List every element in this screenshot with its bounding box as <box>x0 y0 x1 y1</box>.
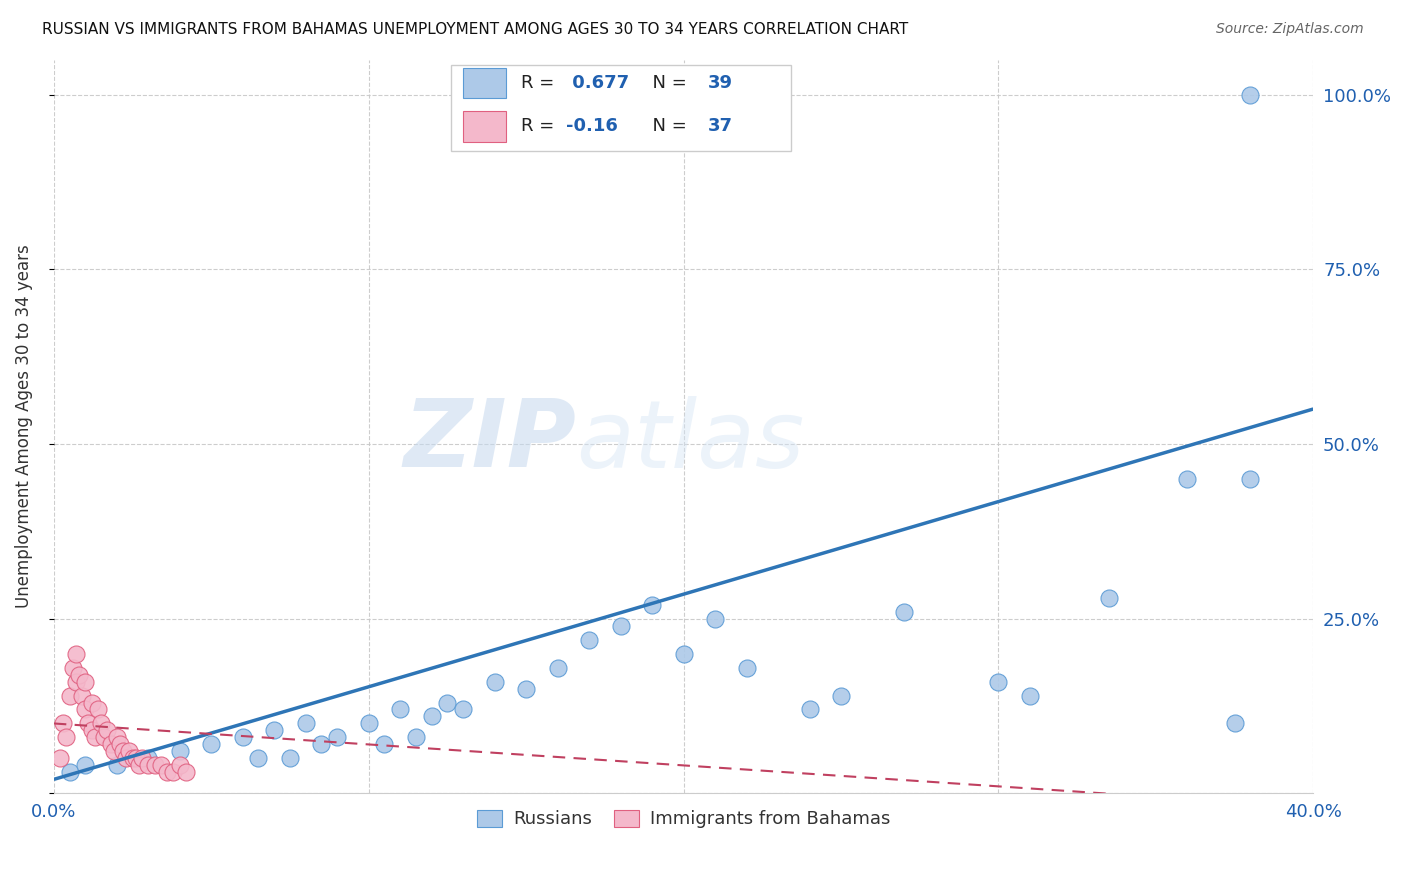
Point <box>1175 472 1198 486</box>
Point <box>128 758 150 772</box>
Point <box>609 618 631 632</box>
Point <box>121 751 143 765</box>
Point <box>115 751 138 765</box>
Point <box>799 702 821 716</box>
Point <box>389 702 412 716</box>
Point <box>641 598 664 612</box>
Point <box>373 738 395 752</box>
FancyBboxPatch shape <box>450 65 790 152</box>
Point <box>436 696 458 710</box>
Point <box>75 674 97 689</box>
Point <box>93 731 115 745</box>
Bar <box>463 68 506 98</box>
Point <box>515 681 537 696</box>
Point <box>451 702 474 716</box>
Text: 0.677: 0.677 <box>567 74 630 92</box>
Text: atlas: atlas <box>576 396 804 487</box>
Text: -0.16: -0.16 <box>567 118 619 136</box>
Point <box>278 751 301 765</box>
Point <box>578 632 600 647</box>
Text: N =: N = <box>641 74 692 92</box>
Point <box>1019 689 1042 703</box>
Point <box>136 758 159 772</box>
Point <box>420 709 443 723</box>
Point <box>136 751 159 765</box>
Point <box>405 731 427 745</box>
Point <box>105 758 128 772</box>
Point <box>987 674 1010 689</box>
Text: RUSSIAN VS IMMIGRANTS FROM BAHAMAS UNEMPLOYMENT AMONG AGES 30 TO 34 YEARS CORREL: RUSSIAN VS IMMIGRANTS FROM BAHAMAS UNEMP… <box>42 22 908 37</box>
Point <box>52 716 75 731</box>
Point <box>83 731 105 745</box>
Point <box>162 765 184 780</box>
Point <box>125 751 148 765</box>
Point <box>131 751 153 765</box>
Point <box>70 689 93 703</box>
Point <box>87 702 110 716</box>
Point <box>1223 716 1246 731</box>
Point <box>80 696 103 710</box>
Point <box>100 738 122 752</box>
Point <box>62 660 84 674</box>
Text: ZIP: ZIP <box>404 395 576 487</box>
Point <box>704 612 727 626</box>
Text: 37: 37 <box>707 118 733 136</box>
Point <box>247 751 270 765</box>
Point <box>75 702 97 716</box>
Point <box>118 744 141 758</box>
Point <box>169 744 191 758</box>
Text: R =: R = <box>522 74 560 92</box>
Legend: Russians, Immigrants from Bahamas: Russians, Immigrants from Bahamas <box>470 803 897 836</box>
Point <box>326 731 349 745</box>
Point <box>263 723 285 738</box>
Point <box>149 758 172 772</box>
Point <box>80 723 103 738</box>
Point <box>58 765 80 780</box>
Point <box>103 744 125 758</box>
Point <box>232 731 254 745</box>
Text: R =: R = <box>522 118 560 136</box>
Point <box>55 731 77 745</box>
Point <box>77 716 100 731</box>
Point <box>96 723 118 738</box>
Point <box>1239 87 1261 102</box>
Point <box>108 738 131 752</box>
Y-axis label: Unemployment Among Ages 30 to 34 years: Unemployment Among Ages 30 to 34 years <box>15 244 32 608</box>
Point <box>169 758 191 772</box>
Point <box>294 716 316 731</box>
Point <box>156 765 179 780</box>
Point <box>90 716 112 731</box>
Point <box>67 667 90 681</box>
Point <box>65 647 87 661</box>
Point <box>200 738 222 752</box>
Bar <box>463 111 506 142</box>
Point <box>547 660 569 674</box>
Point <box>58 689 80 703</box>
Point <box>112 744 135 758</box>
Text: Source: ZipAtlas.com: Source: ZipAtlas.com <box>1216 22 1364 37</box>
Point <box>672 647 695 661</box>
Point <box>893 605 915 619</box>
Point <box>735 660 758 674</box>
Point <box>174 765 197 780</box>
Point <box>311 738 333 752</box>
Point <box>830 689 852 703</box>
Point <box>75 758 97 772</box>
Point <box>143 758 166 772</box>
Point <box>484 674 506 689</box>
Point <box>49 751 72 765</box>
Point <box>1097 591 1119 605</box>
Point <box>1239 472 1261 486</box>
Point <box>105 731 128 745</box>
Text: 39: 39 <box>707 74 733 92</box>
Point <box>65 674 87 689</box>
Point <box>357 716 380 731</box>
Text: N =: N = <box>641 118 692 136</box>
